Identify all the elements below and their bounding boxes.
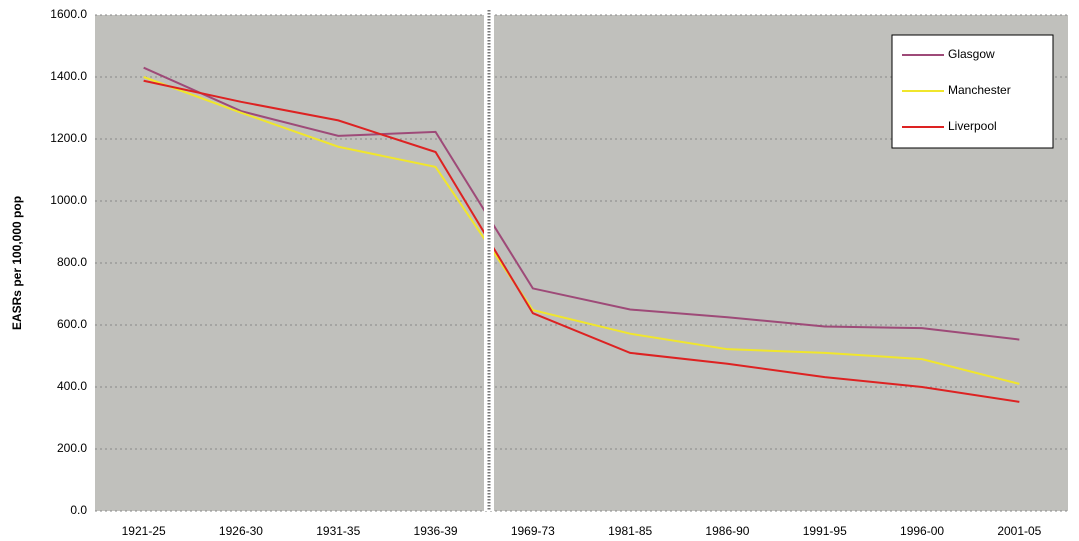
legend-label: Liverpool	[948, 119, 997, 133]
x-tick-label: 1921-25	[122, 524, 166, 538]
y-axis-label: EASRs per 100,000 pop	[10, 196, 24, 330]
y-tick-label: 200.0	[57, 441, 87, 455]
series-line	[143, 79, 1020, 403]
y-tick-label: 800.0	[57, 255, 87, 269]
x-tick-label: 1926-30	[219, 524, 263, 538]
y-tick-label: 600.0	[57, 317, 87, 331]
x-tick-label: 1996-00	[900, 524, 944, 538]
x-tick-label: 1931-35	[316, 524, 360, 538]
x-tick-label: 1936-39	[414, 524, 458, 538]
series-line	[143, 76, 1020, 385]
legend-label: Glasgow	[948, 47, 995, 61]
y-tick-label: 400.0	[57, 379, 87, 393]
y-tick-label: 1600.0	[50, 7, 87, 21]
y-tick-label: 1000.0	[50, 193, 87, 207]
x-tick-label: 2001-05	[997, 524, 1041, 538]
x-tick-label: 1969-73	[511, 524, 555, 538]
y-tick-label: 1400.0	[50, 69, 87, 83]
series-line	[143, 66, 1020, 341]
y-tick-label: 1200.0	[50, 131, 87, 145]
y-tick-label: 0.0	[70, 503, 87, 517]
x-tick-label: 1981-85	[608, 524, 652, 538]
x-tick-label: 1991-95	[803, 524, 847, 538]
x-tick-label: 1986-90	[705, 524, 749, 538]
legend-label: Manchester	[948, 83, 1011, 97]
